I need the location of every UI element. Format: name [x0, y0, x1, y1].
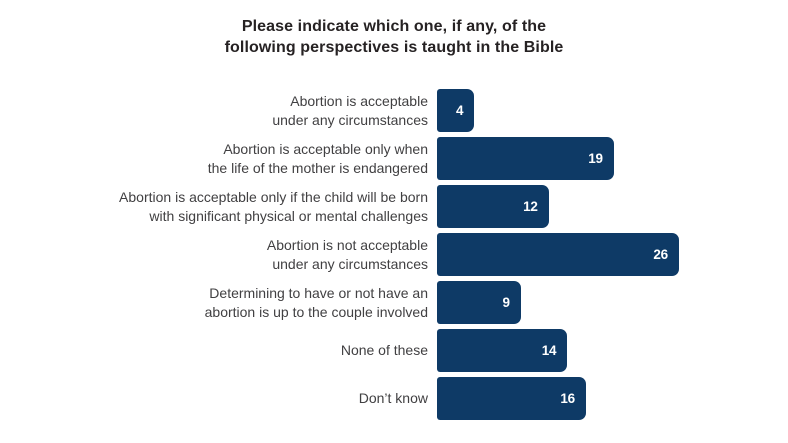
bar-value-label: 4 — [455, 103, 464, 118]
category-label: Abortion is acceptable only when the life… — [207, 140, 428, 176]
chart-title-line-2: following perspectives is taught in the … — [224, 39, 564, 56]
bar-row: Abortion is acceptable only if the child… — [0, 185, 788, 228]
bar-value-label: 26 — [653, 247, 668, 262]
category-label: Abortion is not acceptable under any circ… — [266, 236, 428, 272]
bar: 9 — [437, 281, 521, 324]
bar: 12 — [437, 185, 549, 228]
category-label: Determining to have or not have an aborti… — [204, 284, 428, 320]
bar-track: 19 — [437, 137, 788, 180]
bar-value-label: 14 — [541, 343, 557, 358]
category-label: Don’t know — [358, 390, 428, 406]
bar-track: 12 — [437, 185, 788, 228]
bar-row: Don’t know 16 — [0, 377, 788, 420]
chart-title-line-1: Please indicate which one, if any, of th… — [241, 18, 547, 35]
bar: 14 — [437, 329, 568, 372]
bar: 4 — [437, 89, 475, 132]
bar: 19 — [437, 137, 614, 180]
bar-row: Determining to have or not have an aborti… — [0, 281, 788, 324]
bar-track: 9 — [437, 281, 788, 324]
bar-row: None of these 14 — [0, 329, 788, 372]
bar-value-label: 12 — [523, 199, 538, 214]
bar-track: 26 — [437, 233, 788, 276]
bar-value-label: 19 — [588, 151, 603, 166]
bar-row: Abortion is acceptable only when the life… — [0, 137, 788, 180]
bar-value-label: 9 — [502, 295, 510, 310]
chart-title: Please indicate which one, if any, of th… — [0, 16, 788, 58]
category-label: None of these — [340, 342, 428, 358]
bar-track: 4 — [437, 89, 788, 132]
bar-row: Abortion is not acceptable under any circ… — [0, 233, 788, 276]
bar-row: Abortion is acceptable under any circumst… — [0, 89, 788, 132]
bar-value-label: 16 — [560, 391, 575, 406]
bar-chart-rows: Abortion is acceptable under any circumst… — [0, 89, 788, 425]
bar: 26 — [437, 233, 679, 276]
bar-track: 14 — [437, 329, 788, 372]
category-label: Abortion is acceptable under any circumst… — [272, 92, 428, 128]
bar: 16 — [437, 377, 586, 420]
category-label: Abortion is acceptable only if the child… — [119, 188, 428, 224]
bar-track: 16 — [437, 377, 788, 420]
